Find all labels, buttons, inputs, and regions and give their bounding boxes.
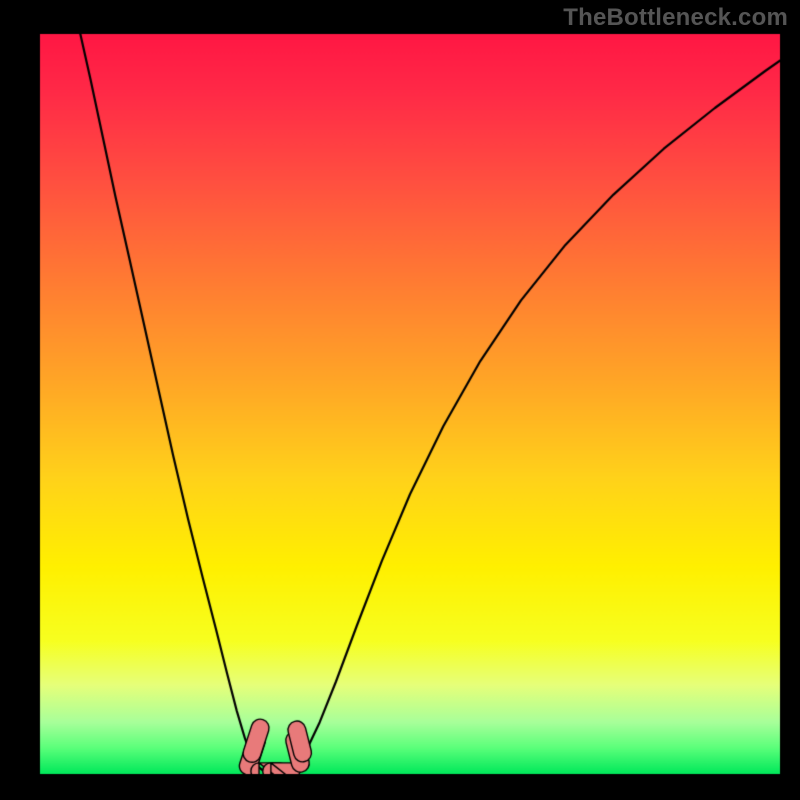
watermark-label: TheBottleneck.com (563, 4, 788, 32)
chart-stage: TheBottleneck.com (0, 0, 800, 800)
bottleneck-chart-canvas (0, 0, 800, 800)
